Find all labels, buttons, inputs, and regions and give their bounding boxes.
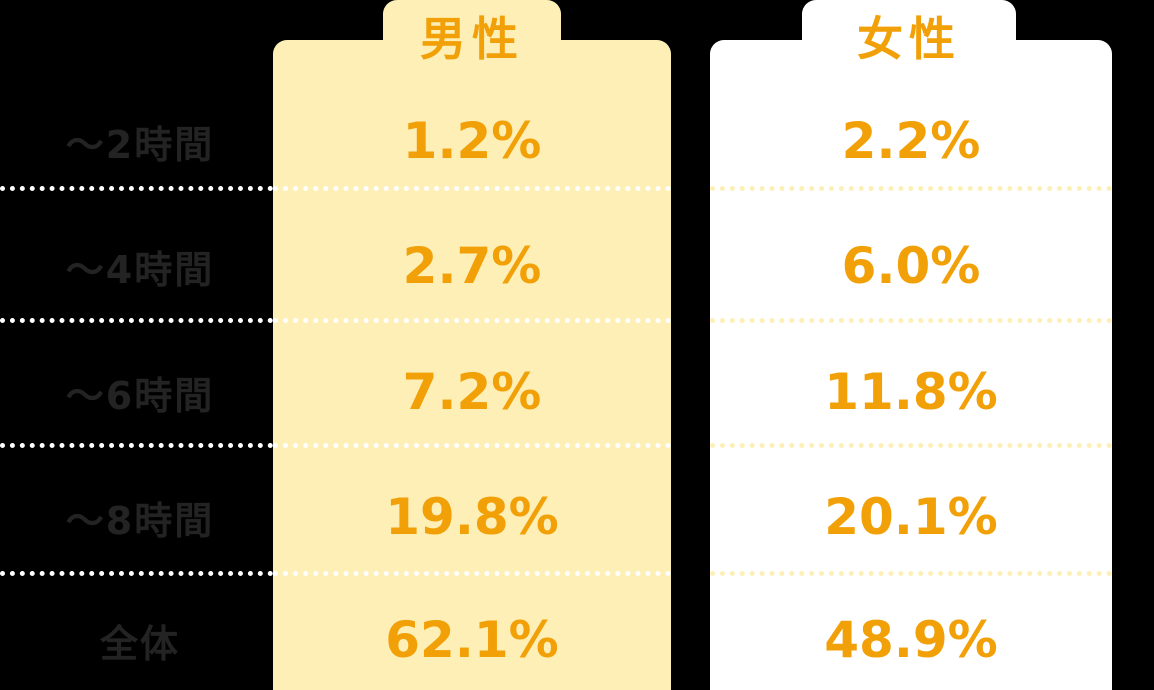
row-separator bbox=[710, 186, 1112, 191]
cell-female-value: 20.1% bbox=[824, 488, 998, 546]
male-column bbox=[273, 40, 671, 690]
row-separator bbox=[0, 186, 273, 191]
row-separator bbox=[273, 571, 671, 576]
row-separator bbox=[273, 318, 671, 323]
row-separator bbox=[0, 318, 273, 323]
cell-male-value: 1.2% bbox=[402, 112, 542, 170]
cell-female-value: 11.8% bbox=[824, 363, 998, 421]
row-separator bbox=[710, 571, 1112, 576]
row-separator bbox=[0, 571, 273, 576]
row-separator bbox=[273, 443, 671, 448]
row-separator bbox=[710, 443, 1112, 448]
row-label: 〜6時間 bbox=[65, 373, 215, 418]
cell-female-value: 48.9% bbox=[824, 611, 998, 669]
row-label: 〜8時間 bbox=[65, 498, 215, 543]
cell-male-value: 7.2% bbox=[402, 363, 542, 421]
row-label: 〜2時間 bbox=[65, 122, 215, 167]
row-separator bbox=[0, 443, 273, 448]
row-label: 全体 bbox=[99, 621, 180, 666]
cell-female-value: 2.2% bbox=[841, 112, 981, 170]
female-column bbox=[710, 40, 1112, 690]
header-male: 男性 bbox=[383, 0, 561, 72]
row-separator bbox=[710, 318, 1112, 323]
header-female: 女性 bbox=[802, 0, 1016, 72]
row-separator bbox=[273, 186, 671, 191]
cell-male-value: 2.7% bbox=[402, 237, 542, 295]
row-label: 〜4時間 bbox=[65, 247, 215, 292]
cell-male-value: 19.8% bbox=[385, 488, 559, 546]
cell-female-value: 6.0% bbox=[841, 237, 981, 295]
cell-male-value: 62.1% bbox=[385, 611, 559, 669]
